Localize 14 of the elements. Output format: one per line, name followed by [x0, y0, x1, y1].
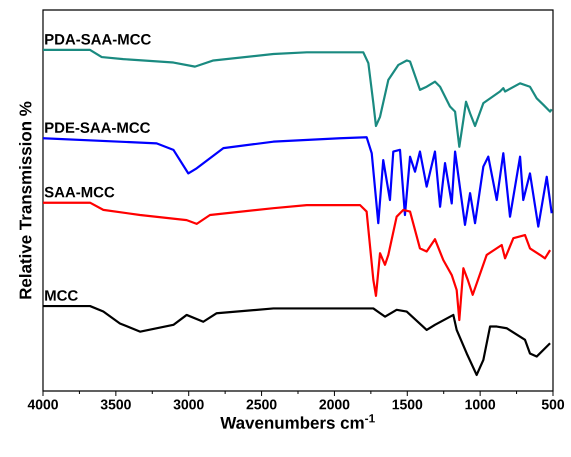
- series-label: PDA-SAA-MCC: [45, 34, 151, 45]
- x-tick-label: 3000: [174, 400, 204, 410]
- series-label: SAA-MCC: [44, 186, 114, 198]
- x-tick-label: 2000: [319, 400, 350, 410]
- x-tick-label: 1000: [466, 400, 496, 410]
- x-axis-title: Wavenumbers cm$^{-1}$: [220, 414, 375, 429]
- y-axis-title: Relative Transmission %: [19, 102, 32, 299]
- x-tick-label: 2500: [246, 400, 277, 410]
- x-tick-label: 3500: [100, 400, 131, 410]
- series-label: PDE-SAA-MCC: [45, 122, 150, 133]
- x-tick-label: 4000: [28, 400, 58, 410]
- series-label: MCC: [45, 290, 78, 301]
- x-tick-label: 1500: [392, 400, 422, 410]
- x-tick-label: 500: [542, 400, 564, 410]
